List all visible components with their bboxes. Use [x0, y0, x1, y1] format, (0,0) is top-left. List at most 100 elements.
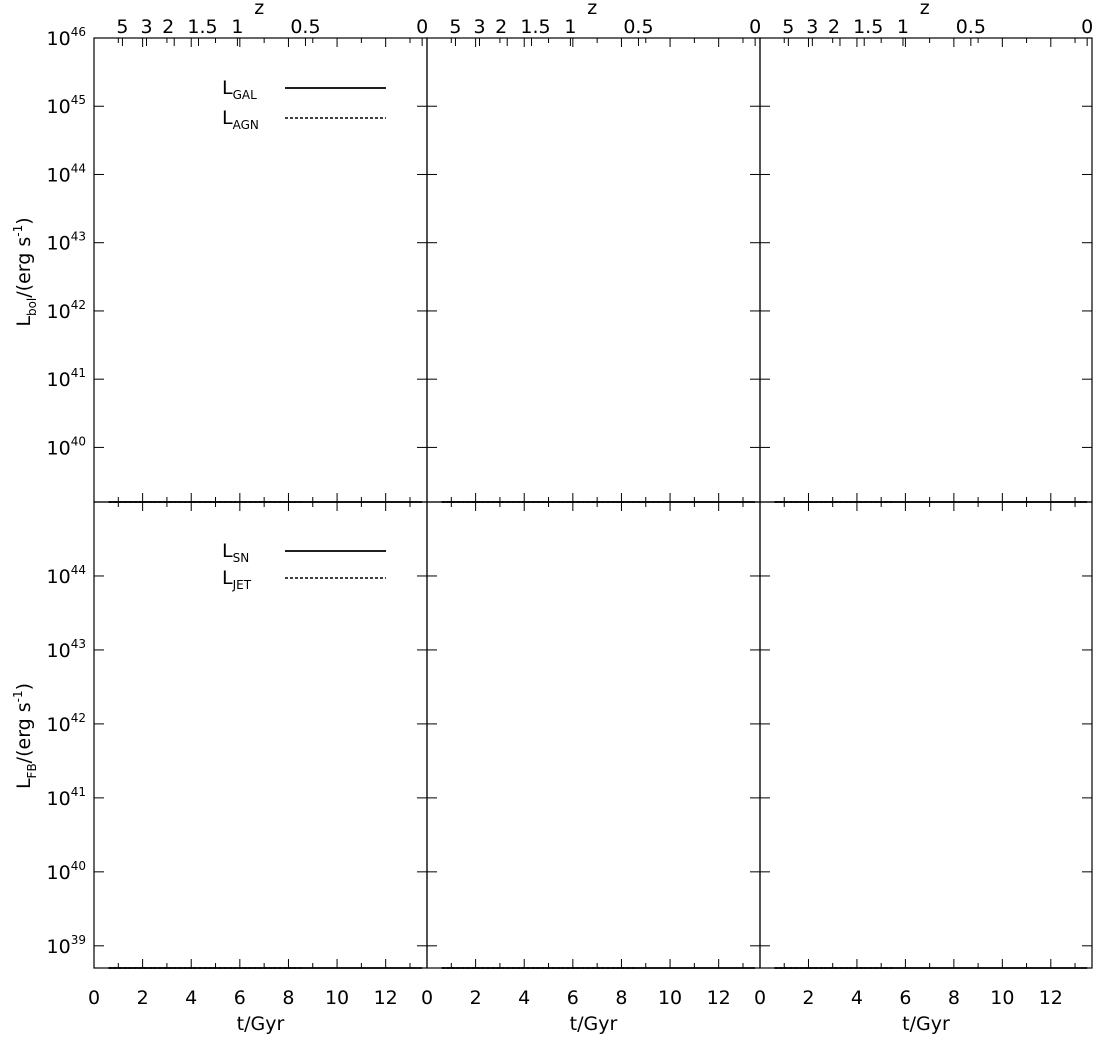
panel-frame	[426, 501, 761, 969]
legend-label-jet: LJET	[222, 567, 252, 592]
z-tick-label: 5	[116, 16, 128, 38]
ylabel-bottom-main: L	[13, 778, 35, 789]
y-tick-base: 10	[47, 96, 71, 118]
y-tick-exp: 42	[71, 298, 86, 312]
panel-frame	[759, 37, 1093, 503]
row-ylabels: Lbol/(erg s-1) LFB/(erg s-1)	[11, 217, 39, 789]
z-axis-label: z	[254, 0, 264, 19]
x-tick-label: 8	[948, 987, 960, 1009]
z-tick-label: 0.5	[290, 16, 320, 38]
z-tick-label: 2	[828, 16, 840, 38]
x-tick-label: 6	[899, 987, 911, 1009]
legend-label-agn: LAGN	[222, 107, 259, 132]
panel-top-right	[759, 37, 1093, 503]
x-tick-label: 12	[707, 987, 731, 1009]
z-tick-label: 0.5	[956, 16, 986, 38]
legend-sub: JET	[232, 578, 252, 592]
x-axis-label: t/Gyr	[570, 1013, 618, 1035]
ylabel-bottom-sub: FB	[25, 763, 39, 778]
panel-top-left	[93, 37, 428, 503]
z-tick-label: 1.5	[520, 16, 550, 38]
panel-bottom-left	[93, 501, 428, 969]
y-tick-label: 1042	[47, 711, 86, 736]
y-tick-base: 10	[47, 714, 71, 736]
y-tick-base: 10	[47, 788, 71, 810]
x-tick-label: 8	[615, 987, 627, 1009]
panel-frame	[759, 501, 1093, 969]
z-tick-label: 0	[416, 16, 428, 38]
panel-frame	[93, 501, 428, 969]
x-tick-label: 12	[1039, 987, 1063, 1009]
y-tick-label: 1042	[47, 298, 86, 323]
z-tick-label: 0	[749, 16, 761, 38]
y-tick-exp: 39	[71, 933, 86, 947]
x-tick-label: 8	[282, 987, 294, 1009]
ylabel-top-sub: bol	[25, 298, 39, 316]
x-tick-label: 4	[518, 987, 530, 1009]
z-axis-label: z	[587, 0, 597, 19]
z-tick-label: 3	[140, 16, 152, 38]
ylabel-bottom-close: )	[13, 683, 35, 690]
z-tick-label: 5	[449, 16, 461, 38]
y-tick-label: 1043	[47, 230, 86, 255]
x-tick-label: 10	[990, 987, 1014, 1009]
y-tick-base: 10	[47, 566, 71, 588]
ylabel-top-close: )	[13, 217, 35, 224]
y-tick-label: 1039	[47, 933, 86, 958]
x-axis-label: t/Gyr	[237, 1013, 285, 1035]
panel-frame	[426, 37, 761, 503]
z-axis-label: z	[920, 0, 930, 19]
ylabel-bottom-exp: -1	[11, 690, 25, 702]
legend-sub: AGN	[233, 118, 259, 132]
y-tick-label: 1045	[47, 93, 86, 118]
legend-main: L	[222, 77, 233, 99]
legend-sub: SN	[233, 551, 250, 565]
x-tick-label: 0	[754, 987, 766, 1009]
y-tick-label: 1046	[47, 25, 86, 50]
legend-main: L	[222, 540, 233, 562]
z-tick-label: 3	[806, 16, 818, 38]
legend-label-gal: LGAL	[222, 77, 257, 102]
x-tick-label: 10	[658, 987, 682, 1009]
row-ylabel-bottom: LFB/(erg s-1)	[11, 683, 39, 789]
legend-sub: GAL	[233, 88, 258, 102]
x-tick-label: 6	[234, 987, 246, 1009]
y-tick-base: 10	[47, 936, 71, 958]
y-tick-exp: 40	[71, 434, 86, 448]
y-tick-label: 1041	[47, 785, 86, 810]
y-tick-exp: 44	[71, 161, 86, 175]
z-tick-label: 2	[162, 16, 174, 38]
z-tick-label: 0	[1081, 16, 1093, 38]
row-ylabel-top: Lbol/(erg s-1)	[11, 217, 39, 326]
ylabel-top-exp: -1	[11, 225, 25, 237]
y-tick-label: 1044	[47, 161, 86, 186]
panels-layer	[93, 37, 1093, 969]
panel-top-middle	[426, 37, 761, 503]
x-tick-label: 0	[88, 987, 100, 1009]
x-tick-label: 12	[374, 987, 398, 1009]
x-tick-label: 2	[470, 987, 482, 1009]
y-tick-exp: 43	[71, 230, 86, 244]
x-tick-label: 6	[567, 987, 579, 1009]
y-tick-exp: 44	[71, 563, 86, 577]
y-tick-base: 10	[47, 369, 71, 391]
y-tick-label: 1043	[47, 637, 86, 662]
y-tick-exp: 40	[71, 859, 86, 873]
x-tick-label: 10	[325, 987, 349, 1009]
z-tick-label: 5	[782, 16, 794, 38]
x-tick-label: 0	[421, 987, 433, 1009]
panel-frame	[93, 37, 428, 503]
z-tick-label: 2	[495, 16, 507, 38]
ylabel-top-rest: /(erg s	[13, 237, 35, 298]
legend-label-sn: LSN	[222, 540, 249, 565]
z-tick-label: 1.5	[853, 16, 883, 38]
z-tick-label: 1	[564, 16, 576, 38]
y-tick-exp: 43	[71, 637, 86, 651]
z-tick-label: 1.5	[187, 16, 217, 38]
y-tick-base: 10	[47, 301, 71, 323]
y-tick-label: 1041	[47, 366, 86, 391]
x-tick-label: 2	[802, 987, 814, 1009]
y-tick-base: 10	[47, 437, 71, 459]
